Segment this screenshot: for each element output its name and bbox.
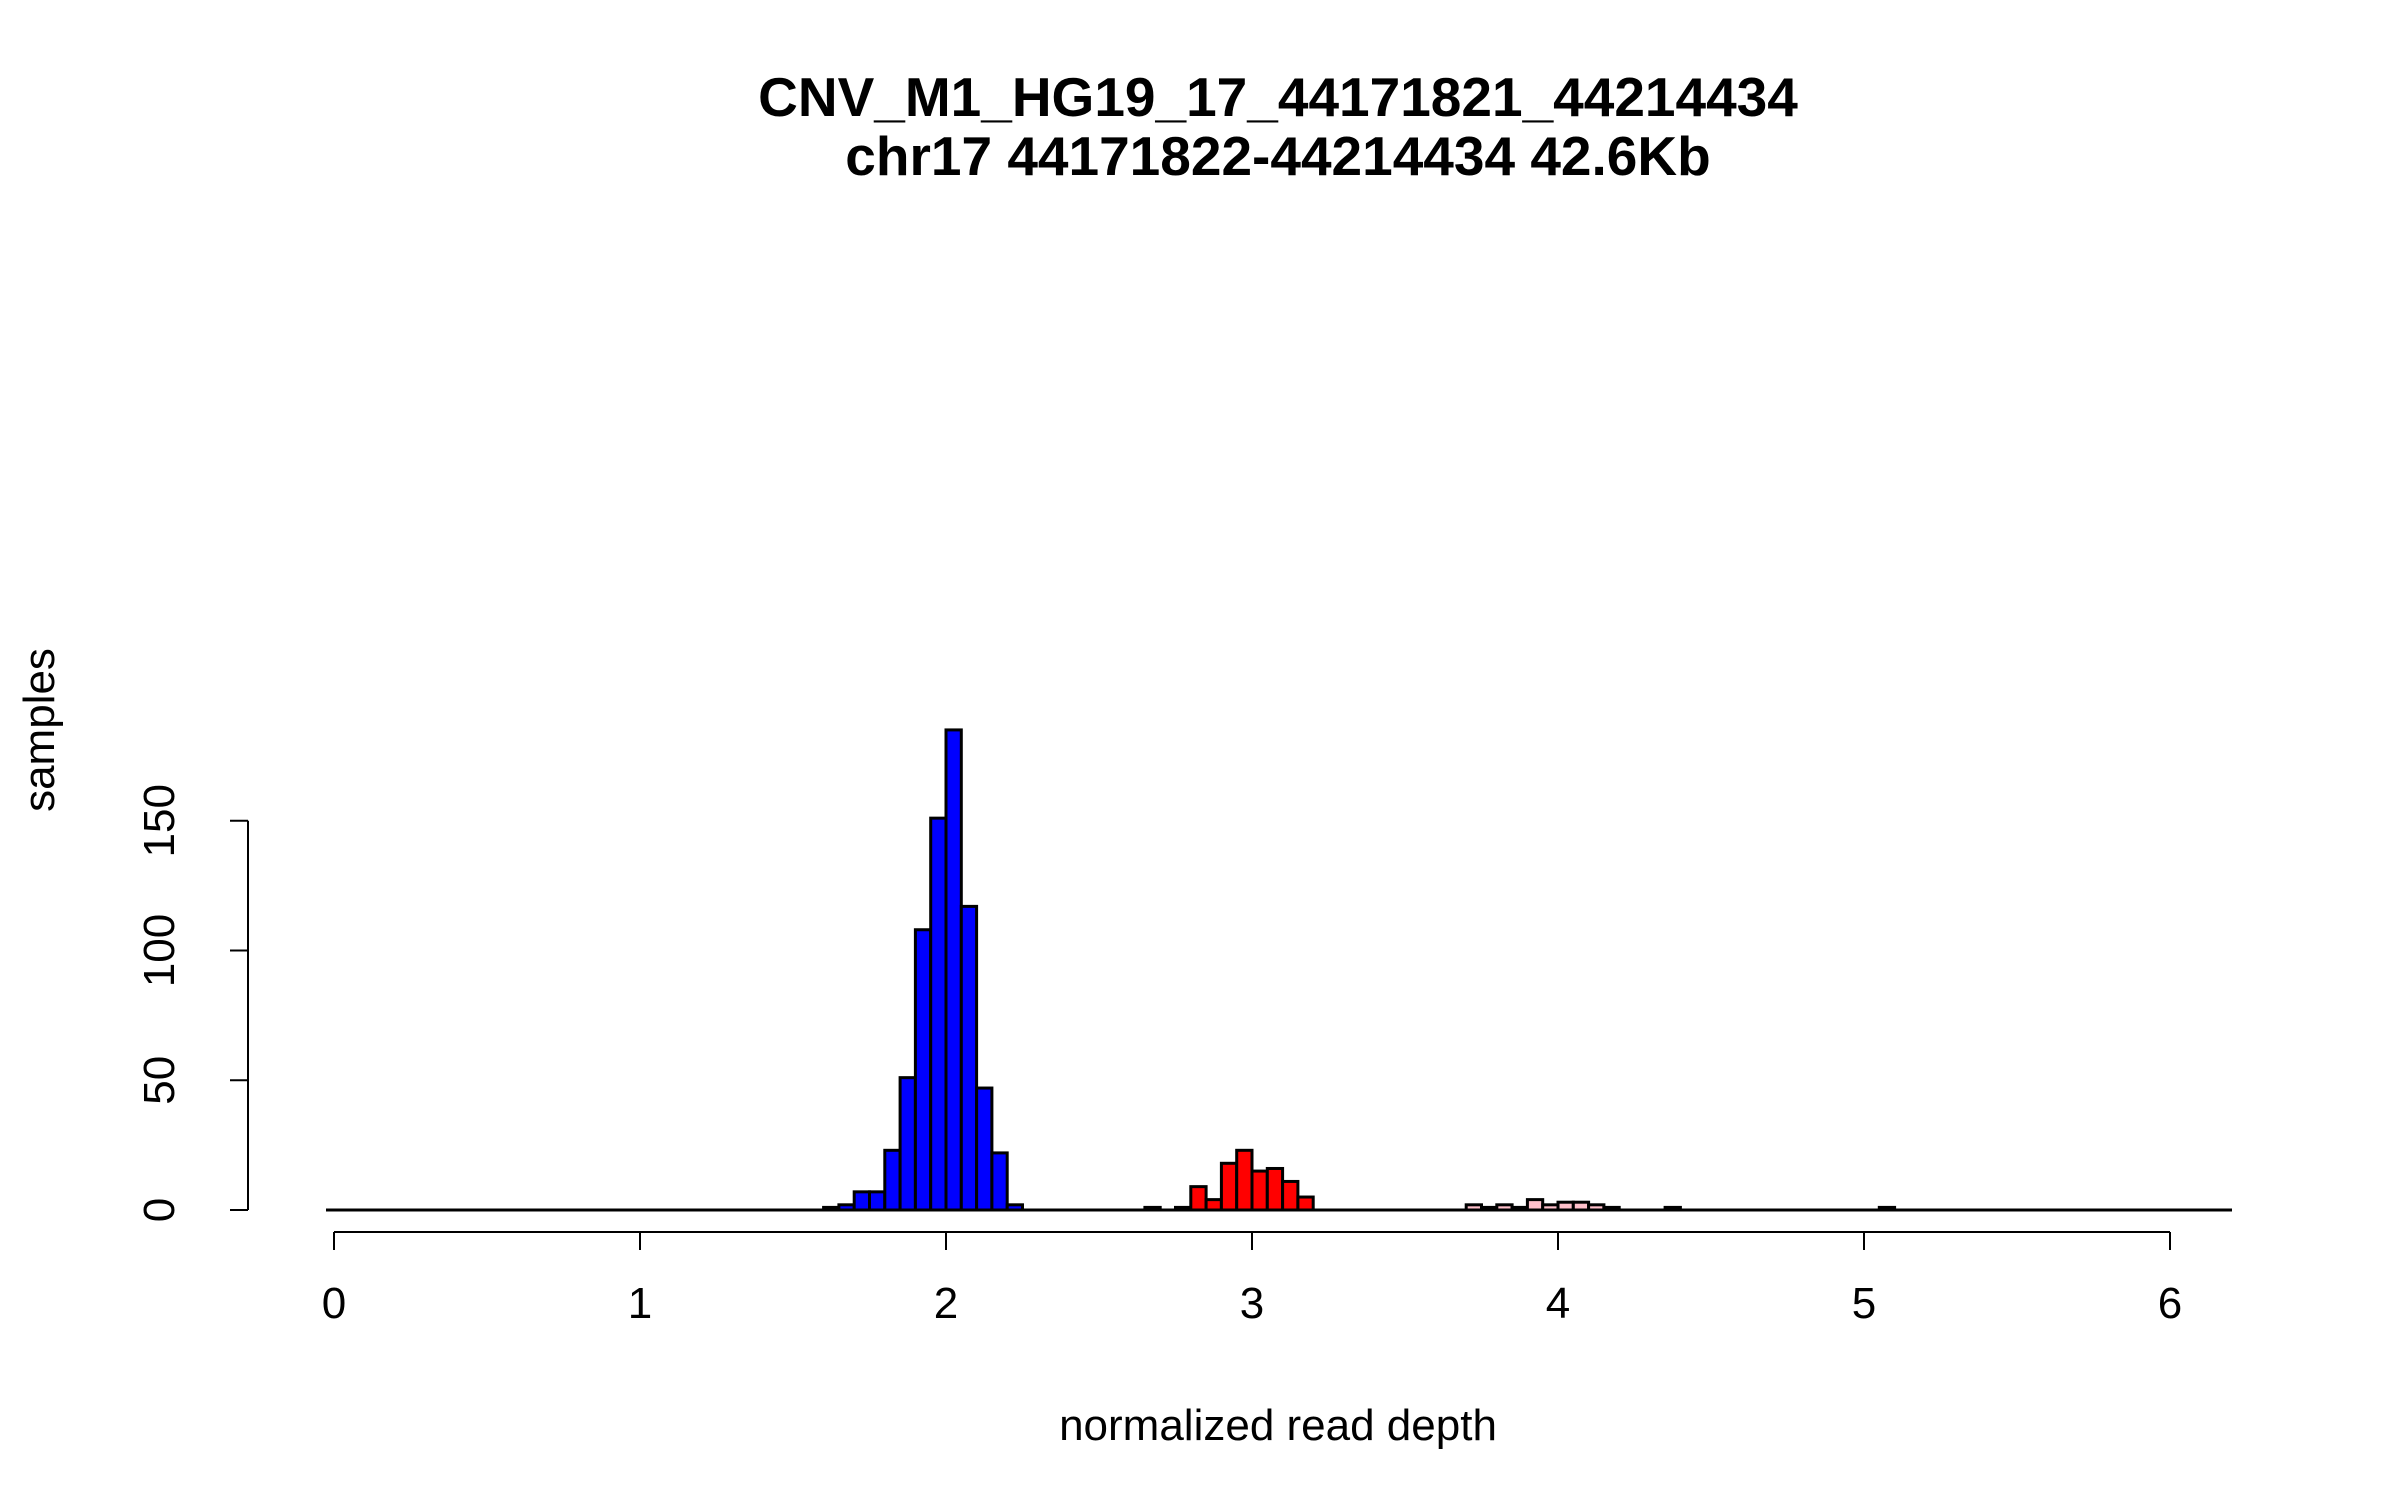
histogram-bars: [822, 728, 1897, 1212]
histogram-bar: [929, 816, 948, 1212]
histogram-bar: [944, 728, 963, 1212]
histogram-bar: [1219, 1161, 1239, 1212]
x-tick-label: 2: [934, 1279, 958, 1328]
histogram-bar: [990, 1151, 1009, 1212]
y-tick-label: 0: [135, 1198, 184, 1222]
histogram-bar: [852, 1190, 872, 1212]
histogram-bar: [1265, 1166, 1285, 1212]
histogram-bar: [975, 1086, 994, 1212]
histogram-bar: [913, 928, 933, 1212]
y-tick-label: 100: [135, 914, 184, 987]
x-axis-label: normalized read depth: [1059, 1401, 1497, 1450]
histogram-bar: [898, 1076, 917, 1212]
x-tick-label: 5: [1852, 1279, 1876, 1328]
histogram-bar: [1281, 1179, 1300, 1212]
chart-subtitle: chr17 44171822-44214434 42.6Kb: [845, 125, 1710, 187]
histogram-bar: [883, 1148, 902, 1212]
histogram-bar: [868, 1190, 887, 1212]
histogram-bar: [1189, 1185, 1208, 1212]
histogram-bar: [1204, 1198, 1223, 1212]
x-tick-label: 4: [1546, 1279, 1570, 1328]
y-tick-label: 150: [135, 784, 184, 857]
histogram-bar: [1250, 1169, 1269, 1212]
y-axis-label: samples: [15, 648, 64, 812]
y-axis: 0 50 100 150: [135, 784, 249, 1222]
histogram-bar: [1296, 1195, 1315, 1212]
x-axis: 0 1 2 3 4 5 6: [322, 1231, 2182, 1328]
x-tick-label: 3: [1240, 1279, 1264, 1328]
chart-title: CNV_M1_HG19_17_44171821_44214434: [758, 66, 1798, 128]
x-tick-label: 0: [322, 1279, 346, 1328]
histogram-bar: [1235, 1148, 1254, 1212]
x-tick-label: 6: [2158, 1279, 2182, 1328]
y-tick-label: 50: [135, 1056, 184, 1105]
histogram-bar: [1525, 1198, 1545, 1212]
x-tick-label: 1: [628, 1279, 652, 1328]
histogram-bar: [959, 904, 979, 1212]
